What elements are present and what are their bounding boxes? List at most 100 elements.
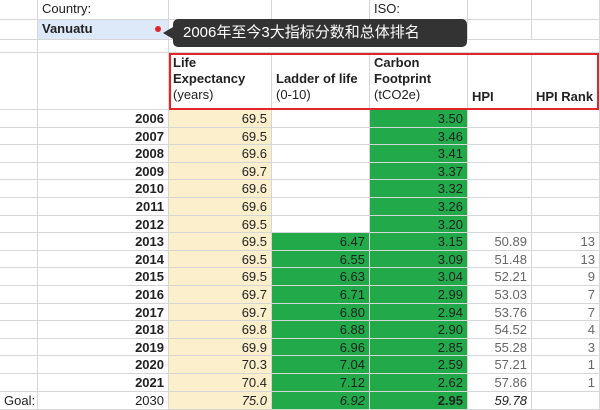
cell-le[interactable]: 69.6 (169, 180, 272, 198)
goal-hpi[interactable]: 59.78 (468, 392, 532, 410)
cell-year[interactable]: 2013 (38, 233, 169, 251)
cell-le[interactable]: 70.4 (169, 374, 272, 392)
corner-cell[interactable] (0, 0, 38, 20)
cell-ladder[interactable] (272, 145, 370, 163)
cell-hpi[interactable] (468, 110, 532, 128)
cell-hpi[interactable]: 57.86 (468, 374, 532, 392)
cell-rank[interactable] (532, 216, 600, 233)
cell-ladder[interactable]: 6.63 (272, 268, 370, 286)
cell-hpi[interactable] (468, 216, 532, 233)
cell-carbon[interactable]: 3.04 (370, 268, 468, 286)
cell-year[interactable]: 2021 (38, 374, 169, 392)
empty-cell[interactable] (468, 20, 532, 40)
cell-carbon[interactable]: 3.26 (370, 198, 468, 216)
cell-le[interactable]: 69.6 (169, 198, 272, 216)
cell-le[interactable]: 69.5 (169, 216, 272, 233)
empty-cell[interactable] (0, 53, 38, 110)
country-value-cell[interactable]: Vanuatu (38, 20, 169, 40)
cell-carbon[interactable]: 3.41 (370, 145, 468, 163)
cell-rank[interactable]: 3 (532, 339, 600, 356)
empty-cell[interactable] (0, 40, 38, 53)
cell-year[interactable]: 2007 (38, 128, 169, 145)
cell-le[interactable]: 69.7 (169, 286, 272, 304)
comment-indicator-icon[interactable] (155, 26, 161, 32)
goal-ladder[interactable]: 6.92 (272, 392, 370, 410)
cell-rank[interactable] (532, 180, 600, 198)
cell-le[interactable]: 69.5 (169, 251, 272, 268)
cell-carbon[interactable]: 3.50 (370, 110, 468, 128)
cell-le[interactable]: 69.5 (169, 110, 272, 128)
empty-cell[interactable] (0, 128, 38, 145)
cell-hpi[interactable]: 53.03 (468, 286, 532, 304)
cell-year[interactable]: 2017 (38, 304, 169, 321)
cell-rank[interactable] (532, 163, 600, 180)
cell-ladder[interactable]: 7.12 (272, 374, 370, 392)
cell-hpi[interactable]: 55.28 (468, 339, 532, 356)
cell-year[interactable]: 2015 (38, 268, 169, 286)
cell-ladder[interactable] (272, 110, 370, 128)
cell-year[interactable]: 2011 (38, 198, 169, 216)
cell-rank[interactable] (532, 128, 600, 145)
cell-carbon[interactable]: 2.62 (370, 374, 468, 392)
empty-cell[interactable] (468, 0, 532, 20)
cell-ladder[interactable]: 6.71 (272, 286, 370, 304)
cell-ladder[interactable] (272, 216, 370, 233)
cell-rank[interactable]: 13 (532, 233, 600, 251)
cell-le[interactable]: 69.9 (169, 339, 272, 356)
cell-rank[interactable]: 1 (532, 356, 600, 374)
cell-year[interactable]: 2014 (38, 251, 169, 268)
cell-le[interactable]: 69.5 (169, 233, 272, 251)
empty-cell[interactable] (0, 374, 38, 392)
empty-cell[interactable] (0, 356, 38, 374)
cell-carbon[interactable]: 2.59 (370, 356, 468, 374)
cell-year[interactable]: 2016 (38, 286, 169, 304)
cell-rank[interactable] (532, 198, 600, 216)
cell-hpi[interactable] (468, 180, 532, 198)
cell-year[interactable]: 2006 (38, 110, 169, 128)
cell-carbon[interactable]: 2.85 (370, 339, 468, 356)
cell-hpi[interactable]: 51.48 (468, 251, 532, 268)
cell-rank[interactable]: 13 (532, 251, 600, 268)
cell-ladder[interactable]: 6.96 (272, 339, 370, 356)
empty-cell[interactable] (0, 180, 38, 198)
cell-carbon[interactable]: 3.46 (370, 128, 468, 145)
goal-year[interactable]: 2030 (38, 392, 169, 410)
cell-le[interactable]: 69.5 (169, 128, 272, 145)
cell-carbon[interactable]: 3.20 (370, 216, 468, 233)
cell-hpi[interactable]: 50.89 (468, 233, 532, 251)
cell-hpi[interactable] (468, 198, 532, 216)
cell-year[interactable]: 2008 (38, 145, 169, 163)
cell-carbon[interactable]: 3.37 (370, 163, 468, 180)
cell-hpi[interactable] (468, 128, 532, 145)
goal-carbon[interactable]: 2.95 (370, 392, 468, 410)
empty-cell[interactable] (0, 268, 38, 286)
cell-hpi[interactable] (468, 163, 532, 180)
cell-ladder[interactable] (272, 128, 370, 145)
empty-cell[interactable] (532, 0, 600, 20)
header-life-expectancy[interactable]: Life Expectancy (years) (169, 53, 272, 110)
empty-cell[interactable] (0, 198, 38, 216)
empty-cell[interactable] (0, 163, 38, 180)
header-hpi[interactable]: HPI (468, 53, 532, 110)
empty-cell[interactable] (0, 251, 38, 268)
cell-carbon[interactable]: 2.90 (370, 321, 468, 339)
cell-year[interactable]: 2009 (38, 163, 169, 180)
cell-ladder[interactable] (272, 198, 370, 216)
year-header-cell[interactable] (38, 53, 169, 110)
cell-hpi[interactable]: 57.21 (468, 356, 532, 374)
cell-rank[interactable]: 1 (532, 374, 600, 392)
cell-ladder[interactable]: 7.04 (272, 356, 370, 374)
cell-ladder[interactable] (272, 163, 370, 180)
cell-ladder[interactable]: 6.55 (272, 251, 370, 268)
cell-rank[interactable]: 7 (532, 304, 600, 321)
header-hpi-rank[interactable]: HPI Rank (532, 53, 600, 110)
cell-le[interactable]: 69.7 (169, 163, 272, 180)
empty-cell[interactable] (0, 145, 38, 163)
empty-cell[interactable] (38, 40, 169, 53)
goal-rank[interactable] (532, 392, 600, 410)
cell-le[interactable]: 69.6 (169, 145, 272, 163)
cell-carbon[interactable]: 3.15 (370, 233, 468, 251)
cell-year[interactable]: 2012 (38, 216, 169, 233)
empty-cell[interactable] (532, 20, 600, 40)
empty-cell[interactable] (0, 20, 38, 40)
